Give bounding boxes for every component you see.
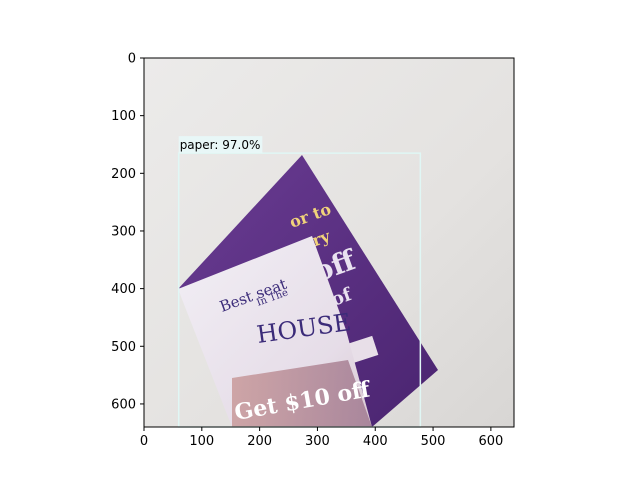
x-tick-label: 200 [247,434,272,449]
y-tick-label: 500 [111,340,136,355]
detection-label-background [178,136,263,154]
x-tick-label: 0 [140,434,148,449]
y-axis: 0 100 200 300 400 500 600 [111,52,144,412]
axes-frame [143,57,515,428]
photo: or to ery off of Best seat In The HOUSE … [144,58,514,427]
x-tick-label: 100 [189,434,214,449]
y-tick-label: 400 [111,282,136,297]
x-tick-label: 300 [305,434,330,449]
detection-label: paper: 97.0% [180,138,261,152]
offer-band [232,360,372,427]
y-tick-label: 200 [111,167,136,182]
y-tick-label: 300 [111,224,136,239]
y-tick-label: 600 [111,397,136,412]
y-tick-label: 100 [111,109,136,124]
x-tick-label: 600 [478,434,503,449]
x-tick-label: 500 [421,434,446,449]
x-tick-label: 400 [363,434,388,449]
y-tick-label: 0 [128,52,136,67]
x-axis: 0 100 200 300 400 500 600 [140,427,503,449]
